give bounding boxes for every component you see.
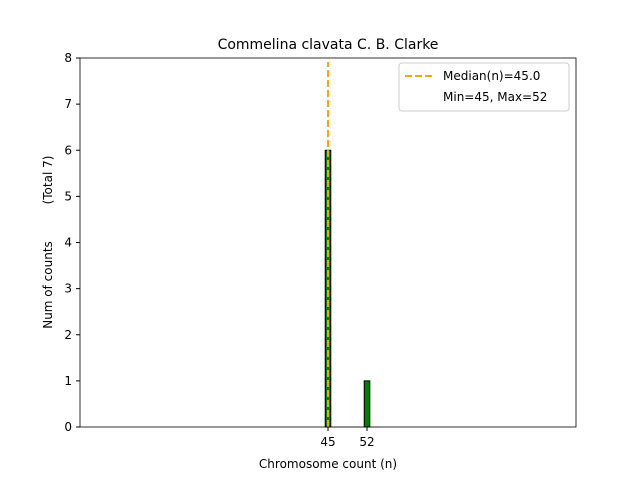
y-tick-label: 4 — [64, 236, 72, 250]
y-tick-label: 1 — [64, 374, 72, 388]
y-tick-label: 7 — [64, 97, 72, 111]
y-tick-label: 0 — [64, 420, 72, 434]
y-tick-label: 2 — [64, 328, 72, 342]
legend: Median(n)=45.0 Min=45, Max=52 — [398, 62, 570, 112]
x-tick-label: 45 — [320, 435, 335, 449]
y-tick-label: 5 — [64, 189, 72, 203]
y-tick-label: 3 — [64, 282, 72, 296]
legend-entry-minmax: Min=45, Max=52 — [443, 90, 547, 104]
bar-52 — [363, 380, 371, 428]
x-axis-label: Chromosome count (n) — [259, 457, 397, 471]
legend-box — [398, 62, 570, 112]
y-tick-label: 6 — [64, 143, 72, 157]
y-axis-total-label: (Total 7) — [41, 156, 55, 205]
y-tick-label: 8 — [64, 51, 72, 65]
y-axis-label: Num of counts — [41, 241, 55, 329]
legend-entry-median: Median(n)=45.0 — [443, 69, 540, 83]
x-tick-label: 52 — [359, 435, 374, 449]
chart-title: Commelina clavata C. B. Clarke — [218, 37, 439, 53]
